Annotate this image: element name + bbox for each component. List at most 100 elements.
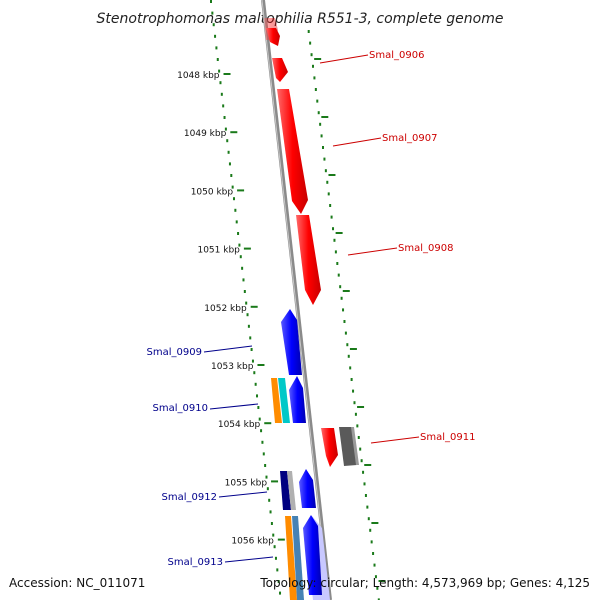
leader-smal-0907 (332, 137, 382, 147)
label-smal-0912[interactable]: Smal_0912 (162, 492, 217, 503)
gene-smal-0911-arrow[interactable] (321, 428, 338, 467)
tick-dot (223, 116, 226, 119)
tick-dot (349, 366, 352, 370)
kbp-major-tick (230, 131, 238, 134)
label-smal-0909[interactable]: Smal_0909 (147, 347, 202, 358)
tick-dot (329, 204, 332, 207)
tick-dot (353, 401, 356, 405)
tick-dot (264, 464, 267, 467)
tick-dot (362, 470, 365, 474)
tick-dot (218, 69, 221, 73)
tick-dot (366, 505, 369, 509)
gene-smal-0913-steel[interactable] (292, 516, 304, 600)
tick-dot (352, 389, 355, 393)
gene-smal-0909-arrow[interactable] (281, 309, 302, 375)
gene-smal-0906-arrow[interactable] (272, 58, 288, 82)
tick-dot (347, 354, 350, 358)
tick-dot (330, 215, 333, 219)
gene-smal-0911c-box[interactable] (351, 427, 359, 465)
tick-dot (350, 378, 353, 381)
tick-dot (346, 343, 349, 347)
label-smal-0910[interactable]: Smal_0910 (153, 403, 208, 414)
gene-smal-0912-gray[interactable] (287, 471, 296, 510)
gene-smal-0910-cyan[interactable] (278, 378, 290, 423)
tick-dot (316, 99, 319, 103)
gene-smal-0912-arrow[interactable] (299, 469, 316, 508)
tick-dot (212, 23, 215, 27)
label-leaders (203, 54, 420, 563)
tick-dot (258, 417, 261, 421)
label-smal-0908[interactable]: Smal_0908 (398, 243, 453, 254)
gene-smal-0910-orange[interactable] (271, 378, 282, 423)
tick-dot (216, 58, 219, 61)
gene-smal-0905b-arrow[interactable] (266, 28, 280, 46)
major-tick-right (328, 174, 336, 176)
tick-dot (376, 586, 379, 590)
genome-backbone-highlight (261, 0, 330, 600)
tick-dot (253, 371, 256, 375)
tick-dot (251, 359, 254, 363)
major-tick-right (357, 406, 365, 408)
label-smal-0907[interactable]: Smal_0907 (382, 133, 437, 144)
major-tick-right (335, 232, 343, 234)
label-smal-0911[interactable]: Smal_0911 (420, 432, 475, 443)
tick-dot (311, 64, 314, 68)
tick-dot (332, 227, 335, 231)
tick-dot (247, 324, 250, 328)
gene-smal-0907-arrow[interactable] (277, 89, 308, 214)
kbp-scale: 1048 kbp 1049 kbp 1050 kbp 1051 kbp 1052 kbp… (177, 71, 285, 547)
tick-dot (340, 296, 343, 300)
tick-dot (241, 266, 244, 270)
kbp-label: 1048 kbp (177, 71, 220, 81)
tick-dot (222, 104, 225, 108)
tick-dot (279, 591, 282, 595)
tick-dot (313, 76, 316, 80)
tick-dot (277, 580, 280, 583)
leader-smal-0908 (347, 247, 398, 256)
tick-dot (254, 382, 257, 386)
tick-dot (262, 452, 265, 456)
major-tick-right (364, 464, 372, 466)
major-tick-right (314, 58, 322, 60)
tick-dot (257, 406, 260, 409)
tick-dot (309, 41, 312, 45)
topology-text: Topology: circular; Length: 4,573,969 bp… (259, 576, 590, 590)
tick-dot (242, 278, 245, 282)
tick-dot (243, 290, 246, 293)
tick-dot (334, 250, 337, 254)
gene-smal-0913-orange[interactable] (285, 516, 297, 600)
tick-dot (317, 111, 320, 115)
tick-dot (326, 180, 329, 184)
major-tick-right (349, 348, 357, 350)
kbp-label: 1050 kbp (191, 187, 234, 197)
tick-dot (377, 598, 380, 600)
gene-smal-0913-arrow[interactable] (303, 515, 322, 595)
tick-dot (239, 255, 242, 259)
major-tick-right (371, 522, 379, 524)
tick-dot (273, 545, 276, 549)
tick-dot (367, 517, 370, 521)
tick-dot (363, 482, 366, 486)
label-smal-0906[interactable]: Smal_0906 (369, 50, 424, 61)
kbp-label: 1054 kbp (218, 420, 261, 430)
tick-dot (344, 331, 347, 335)
tick-dot (369, 528, 372, 532)
tick-dot (214, 34, 217, 38)
tick-dot (373, 563, 376, 567)
tick-dot (260, 429, 263, 433)
tick-dot (272, 533, 275, 537)
tick-dot (276, 568, 279, 572)
kbp-major-tick (277, 538, 285, 541)
tick-dot (210, 0, 212, 3)
gene-smal-0912-dark[interactable] (280, 471, 291, 510)
label-smal-0913[interactable]: Smal_0913 (168, 557, 223, 568)
tick-dot (374, 575, 377, 579)
gene-smal-0910-arrow[interactable] (289, 376, 306, 423)
tick-dot (314, 88, 317, 91)
tick-dot (238, 243, 241, 247)
tick-dot (356, 424, 359, 428)
tick-dot (224, 127, 227, 131)
gene-smal-0908-arrow[interactable] (296, 215, 321, 305)
